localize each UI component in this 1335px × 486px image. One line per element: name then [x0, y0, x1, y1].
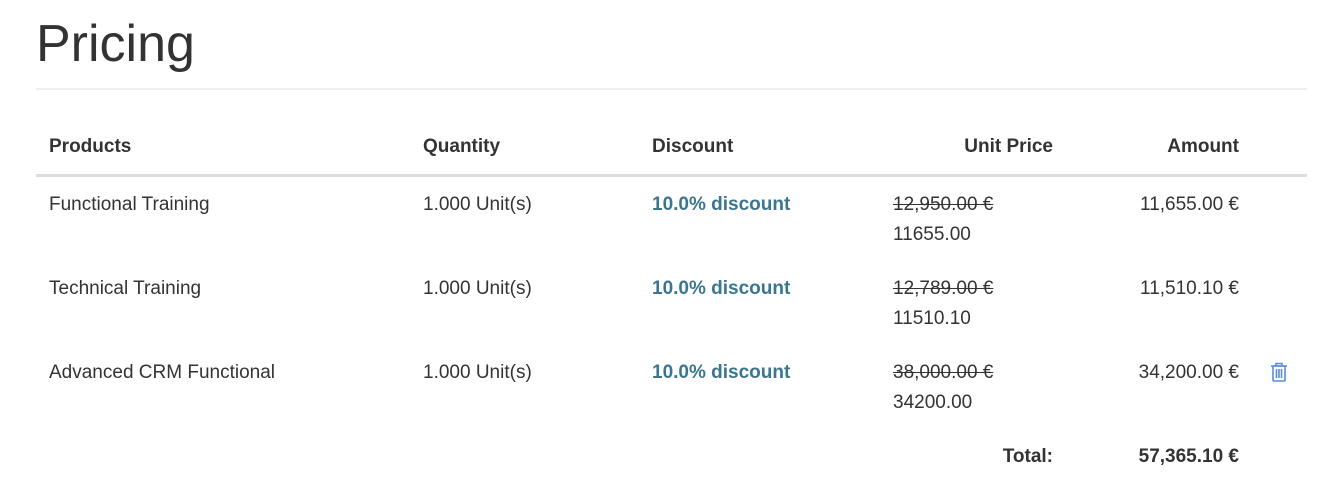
original-price: 12,950.00 €: [893, 194, 994, 215]
discount: 10.0% discount: [652, 194, 791, 215]
total-value: 57,365.10 €: [1138, 446, 1239, 467]
quantity: 1.000 Unit(s): [423, 278, 532, 299]
unit-price: 11655.00: [893, 224, 971, 245]
product-name: Functional Training: [49, 194, 210, 215]
discount: 10.0% discount: [652, 278, 791, 299]
trash-icon[interactable]: [1270, 362, 1288, 382]
amount: 34,200.00 €: [1138, 362, 1239, 383]
discount: 10.0% discount: [652, 362, 791, 383]
total-label: Total:: [1002, 446, 1053, 467]
original-price: 38,000.00 €: [893, 362, 994, 383]
amount: 11,655.00 €: [1140, 194, 1239, 215]
header-products: Products: [49, 136, 132, 157]
header-unit-price: Unit Price: [964, 136, 1053, 157]
title-divider: [36, 88, 1307, 90]
quantity: 1.000 Unit(s): [423, 362, 532, 383]
header-divider: [36, 174, 1307, 177]
product-name: Technical Training: [49, 278, 202, 299]
amount: 11,510.10 €: [1140, 278, 1239, 299]
unit-price: 34200.00: [893, 392, 973, 413]
original-price: 12,789.00 €: [893, 278, 994, 299]
page-title: Pricing: [36, 15, 195, 73]
header-discount: Discount: [652, 136, 734, 157]
header-quantity: Quantity: [423, 136, 501, 157]
quantity: 1.000 Unit(s): [423, 194, 532, 215]
unit-price: 11510.10: [893, 308, 971, 329]
header-amount: Amount: [1167, 136, 1239, 157]
product-name: Advanced CRM Functional: [49, 362, 275, 383]
